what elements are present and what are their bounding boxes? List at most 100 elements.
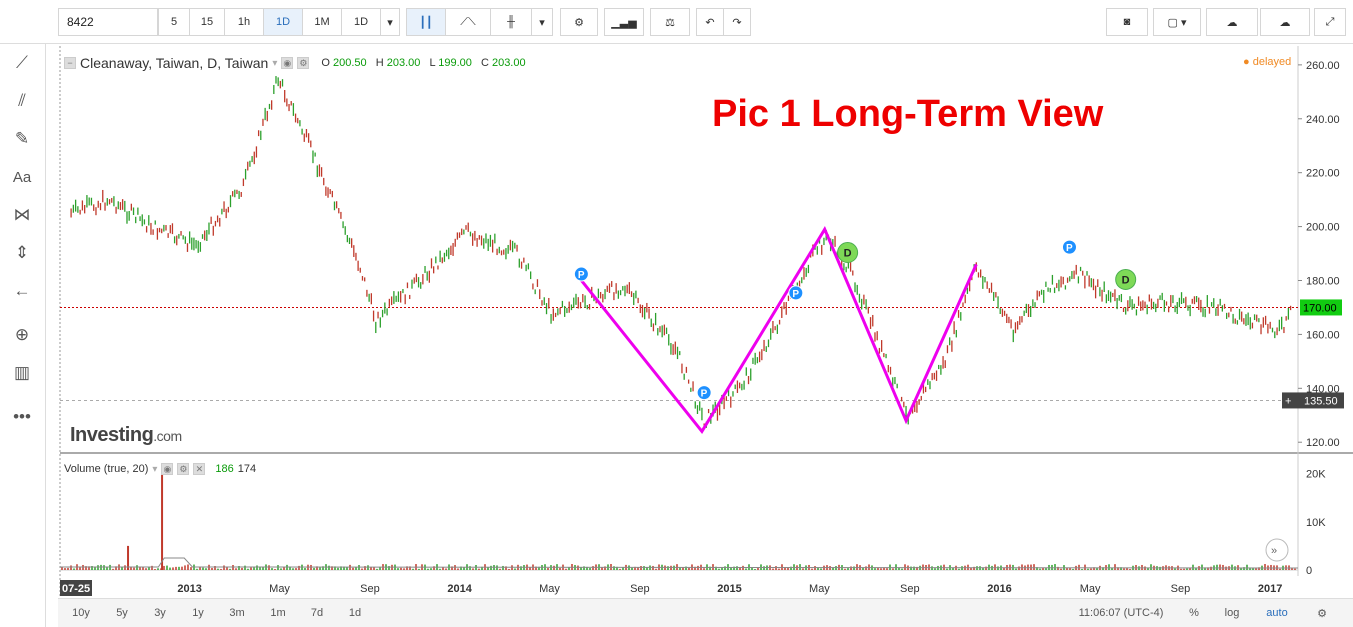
- zigzag-line: [580, 226, 978, 435]
- text-icon[interactable]: Aa: [12, 168, 32, 186]
- chevron-down-icon[interactable]: ▾: [531, 8, 553, 36]
- color-box-icon[interactable]: ▢ ▾: [1153, 8, 1201, 36]
- camera-icon[interactable]: ◙: [1106, 8, 1148, 36]
- indicators-icon[interactable]: ▁▃▅: [604, 8, 644, 36]
- eye-icon[interactable]: ◉: [161, 463, 174, 475]
- range-1d[interactable]: 1d: [348, 607, 362, 619]
- current-price-tag: [1300, 299, 1342, 316]
- time-tick-label: 2015: [717, 583, 741, 595]
- time-tick-label: May: [1080, 583, 1101, 595]
- delayed-label: delayed: [1252, 56, 1292, 68]
- volume-label: Volume (true, 20): [64, 463, 149, 475]
- chevron-down-icon[interactable]: ▾: [380, 8, 400, 36]
- settings-icon[interactable]: ⚙: [177, 463, 190, 475]
- interval-5[interactable]: 5: [158, 8, 190, 36]
- cloud-upload-icon[interactable]: ☁: [1260, 8, 1310, 36]
- pattern-icon[interactable]: ⋈: [13, 205, 31, 224]
- range-7d[interactable]: 7d: [310, 607, 324, 619]
- close-label: C: [480, 57, 489, 69]
- add-level-icon: +: [1285, 395, 1291, 407]
- brand-logo: Investing.com: [70, 424, 182, 447]
- annotation-text: Pic 1 Long-Term View: [712, 93, 1104, 135]
- settings-icon[interactable]: ⚙: [297, 57, 310, 69]
- event-marker-label: P: [578, 270, 585, 281]
- fullscreen-icon[interactable]: ⤢: [1314, 8, 1346, 36]
- low-value: 199.00: [438, 57, 472, 69]
- range-3y[interactable]: 3y: [154, 607, 166, 619]
- back-arrow-icon[interactable]: ←: [13, 281, 31, 300]
- bottom-toolbar: 10y 5y 3y 1y 3m 1m 7d 1d 11:06:07 (UTC-4…: [58, 598, 1353, 627]
- main-legend: − Cleanaway, Taiwan, D, Taiwan ▾ ◉ ⚙ O 2…: [64, 55, 532, 71]
- current-price-label: 170.00: [1303, 302, 1337, 314]
- chart-title: Cleanaway, Taiwan, D, Taiwan: [80, 55, 269, 71]
- open-value: 200.50: [332, 57, 367, 69]
- cloud-download-icon[interactable]: ☁: [1206, 8, 1258, 36]
- price-tick-label: 200.00: [1306, 222, 1340, 234]
- zoom-icon[interactable]: ⊕: [14, 325, 30, 344]
- high-label: H: [375, 57, 384, 69]
- volume-value-1: 186: [215, 463, 234, 475]
- close-value: 203.00: [491, 57, 526, 69]
- time-tick-label: May: [539, 583, 560, 595]
- interval-1h[interactable]: 1h: [224, 8, 264, 36]
- log-toggle[interactable]: log: [1224, 607, 1240, 619]
- event-marker-label: D: [1122, 274, 1130, 286]
- level-price-label: 135.50: [1304, 395, 1338, 407]
- range-5y[interactable]: 5y: [116, 607, 128, 619]
- compare-icon[interactable]: ⚖: [650, 8, 690, 36]
- time-tick-label: Sep: [900, 583, 920, 595]
- price-tick-label: 260.00: [1306, 60, 1340, 72]
- time-tick-label: 2013: [177, 583, 201, 595]
- price-tick-label: 220.00: [1306, 168, 1340, 180]
- interval-1m[interactable]: 1M: [302, 8, 342, 36]
- range-1y[interactable]: 1y: [192, 607, 204, 619]
- price-tick-label: 160.00: [1306, 329, 1340, 341]
- volume-legend: Volume (true, 20) ▾ ◉ ⚙ ✕ 186 174: [64, 463, 256, 475]
- ruler-icon[interactable]: ▥: [13, 363, 31, 382]
- top-toolbar: 8422 5 15 1h 1D 1M 1D ▾ ┃┃ ⟋⟍ ╫ ▾ ⚙ ▁▃▅ …: [0, 0, 1353, 44]
- open-label: O: [321, 57, 330, 69]
- gear-icon[interactable]: ⚙: [560, 8, 598, 36]
- gear-icon[interactable]: ⚙: [1317, 607, 1327, 620]
- brush-icon[interactable]: ✎: [14, 129, 30, 148]
- range-3m[interactable]: 3m: [229, 607, 245, 619]
- time-tick-label: May: [809, 583, 830, 595]
- trend-line-icon[interactable]: ⟋: [16, 53, 28, 72]
- range-10y[interactable]: 10y: [72, 607, 90, 619]
- time-tick-label: 2017: [1258, 583, 1282, 595]
- time-tick-label: Sep: [1171, 583, 1191, 595]
- volume-tick-label: 20K: [1306, 469, 1326, 481]
- volume-tick-label: 0: [1306, 565, 1312, 577]
- interval-dropdown[interactable]: 1D: [341, 8, 381, 36]
- percent-toggle[interactable]: %: [1189, 607, 1199, 619]
- auto-toggle[interactable]: auto: [1266, 607, 1288, 619]
- volume-tick-label: 10K: [1306, 517, 1326, 529]
- low-label: L: [429, 57, 436, 69]
- level-price-tag: [1282, 392, 1344, 409]
- collapse-icon[interactable]: −: [64, 57, 76, 69]
- scroll-right-button: [1265, 538, 1289, 562]
- event-marker-label: P: [792, 289, 799, 300]
- more-icon[interactable]: •••: [13, 407, 31, 426]
- time-tick-label: 2014: [447, 583, 472, 595]
- delayed-badge: ● delayed: [1243, 56, 1292, 68]
- redo-icon[interactable]: ↷: [723, 8, 751, 36]
- price-tick-label: 180.00: [1306, 275, 1340, 287]
- time-tick-label: Sep: [630, 583, 650, 595]
- interval-1d[interactable]: 1D: [263, 8, 303, 36]
- event-marker: [573, 266, 589, 282]
- chevron-down-icon[interactable]: ▾: [152, 463, 158, 475]
- close-icon[interactable]: ✕: [193, 463, 206, 475]
- dividend-marker: [1115, 268, 1137, 290]
- eye-icon[interactable]: ◉: [281, 57, 294, 69]
- time-cursor-tag: [60, 580, 92, 596]
- event-marker: [788, 285, 804, 301]
- range-1m[interactable]: 1m: [270, 607, 286, 619]
- measure-icon[interactable]: ⇕: [14, 243, 30, 262]
- bars-icon[interactable]: ╫: [490, 8, 532, 36]
- fib-icon[interactable]: ⫽: [18, 91, 26, 110]
- double-chevron-right-icon: »: [1271, 545, 1277, 557]
- symbol-input[interactable]: 8422: [58, 8, 158, 36]
- chevron-down-icon[interactable]: ▾: [272, 57, 278, 69]
